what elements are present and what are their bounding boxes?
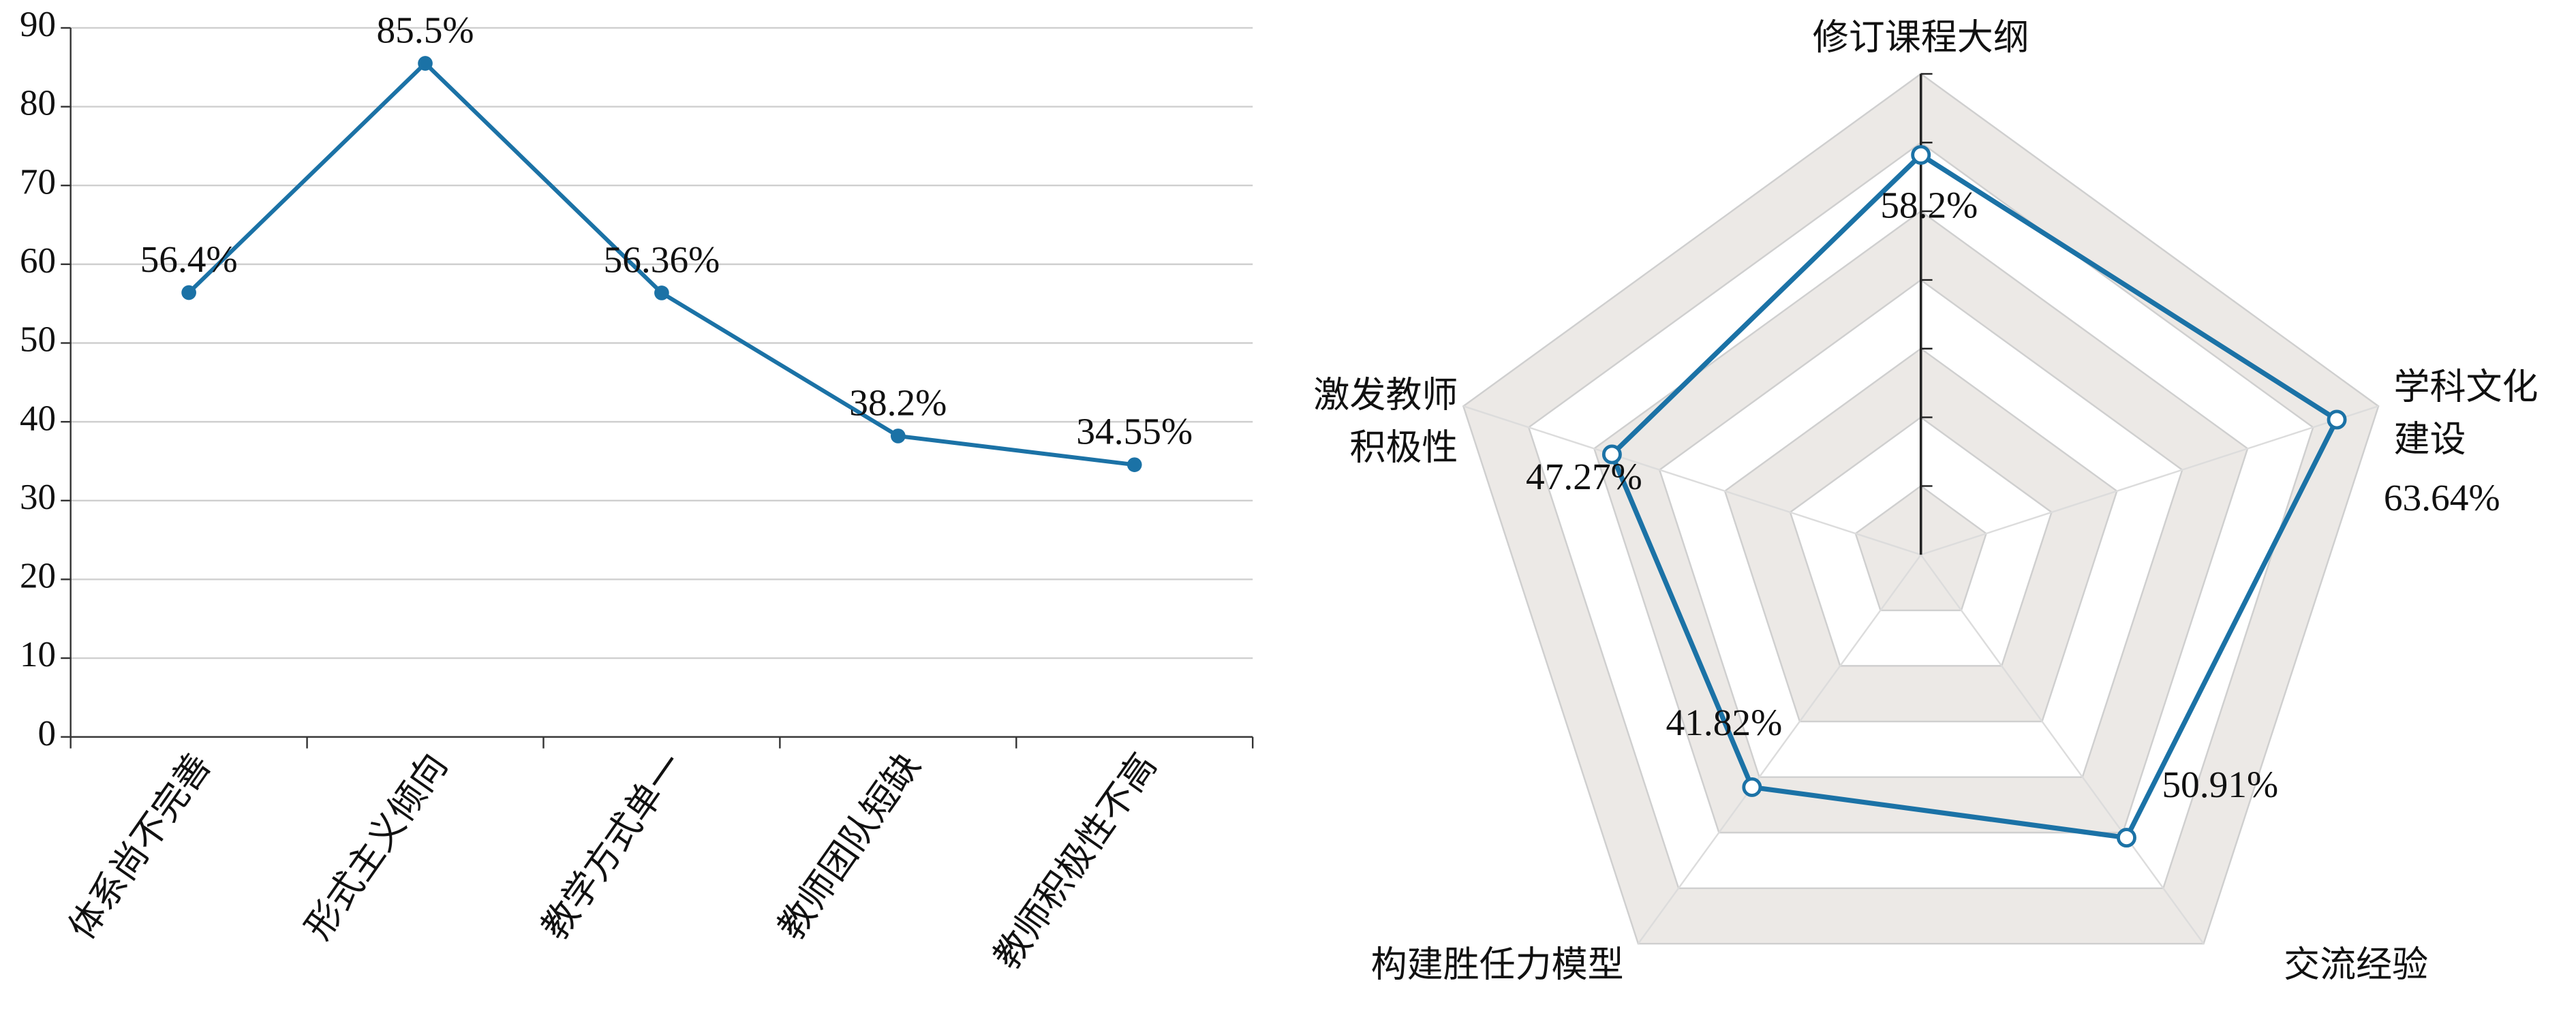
- point: [181, 285, 196, 300]
- y-tick-label: 40: [20, 399, 56, 438]
- category-label: 修订课程大纲: [1813, 18, 2029, 57]
- y-tick-label: 60: [20, 241, 56, 281]
- y-tick-label: 0: [37, 714, 56, 753]
- y-tick-label: 90: [20, 5, 56, 44]
- data-label: 34.55%: [1076, 411, 1193, 452]
- x-tick-label: 体系尚不完善: [62, 747, 219, 947]
- point: [2327, 409, 2347, 430]
- category-label: 学科文化建设: [2394, 368, 2539, 460]
- data-label: 56.36%: [604, 238, 720, 280]
- spoke: [1637, 554, 1922, 945]
- data-label: 41.82%: [1666, 702, 1782, 743]
- data-label: 56.4%: [140, 238, 238, 280]
- y-tick-label: 70: [20, 162, 56, 202]
- point: [1601, 444, 1622, 465]
- x-tick-label: 教师积极性不高: [987, 747, 1164, 976]
- point: [418, 56, 433, 71]
- category-label: 激发教师积极性: [1313, 376, 1458, 468]
- point: [1911, 144, 1931, 165]
- spoke: [1463, 405, 1922, 556]
- y-tick-label: 30: [20, 478, 56, 517]
- spoke: [1920, 554, 2205, 945]
- category-label: 交流经验: [2284, 946, 2428, 985]
- data-label: 38.2%: [849, 382, 947, 423]
- data-label: 50.91%: [2162, 764, 2278, 805]
- y-tick-label: 80: [20, 84, 56, 123]
- x-tick-label: 形式主义倾向: [298, 747, 455, 947]
- point: [2116, 828, 2136, 848]
- category-label: 构建胜任力模型: [1371, 946, 1624, 985]
- data-label: 85.5%: [376, 9, 474, 50]
- x-tick-label: 教学方式单一: [535, 747, 692, 947]
- y-tick-label: 20: [20, 557, 56, 596]
- y-tick-label: 50: [20, 320, 56, 360]
- point: [654, 285, 669, 300]
- spoke: [1920, 405, 2379, 556]
- point: [891, 429, 906, 444]
- data-label: 58.2%: [1880, 185, 1978, 226]
- data-label: 63.64%: [2384, 477, 2500, 518]
- x-tick-label: 教师团队短缺: [771, 747, 928, 947]
- radar-line: [1609, 151, 2340, 841]
- data-label: 47.27%: [1526, 456, 1642, 497]
- point: [1126, 457, 1142, 472]
- point: [1742, 777, 1762, 797]
- y-tick-label: 10: [20, 635, 56, 674]
